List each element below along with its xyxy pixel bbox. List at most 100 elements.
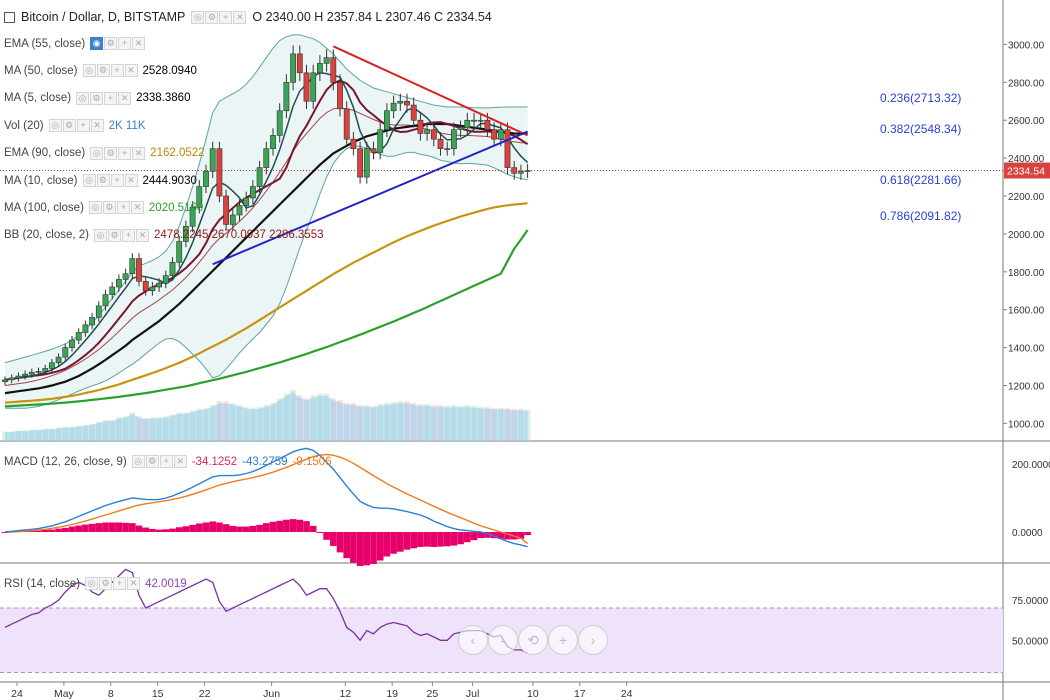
legend-name: EMA (90, close) (4, 147, 86, 160)
candle-body (357, 148, 363, 178)
legend-row[interactable]: Vol (20) ◎ ⚙ + ✕ 2K 11K (4, 119, 146, 133)
y-tick-label: 1800.00 (1008, 268, 1045, 279)
candle-body (55, 356, 62, 364)
candle-body (142, 280, 149, 292)
volume-ma-area (5, 392, 528, 441)
candle-body (337, 82, 343, 110)
legend-controls-icon[interactable]: ◎ ⚙ + ✕ (90, 146, 146, 160)
legend-controls-icon[interactable]: ◉ ⚙ + ✕ (90, 37, 146, 50)
fib-level-label: 0.786(2091.82) (880, 208, 962, 223)
legend-row[interactable]: EMA (90, close) ◎ ⚙ + ✕ 2162.0522 (4, 146, 205, 160)
reset-button[interactable]: ⟲ (518, 625, 548, 655)
rsi-controls-icon[interactable]: ◎ ⚙ + ✕ (85, 577, 141, 590)
candle-body (82, 324, 89, 333)
x-tick-label: Jul (466, 688, 479, 700)
candle-body (404, 100, 410, 106)
scroll-left-button[interactable]: ‹ (458, 625, 488, 655)
candle-body (69, 339, 75, 348)
macd-histogram-bar (256, 524, 263, 532)
trendlines: 2334.54 (0, 45, 1050, 266)
legend-name: MA (10, close) (4, 174, 78, 187)
macd-histogram-bar (276, 520, 283, 532)
macd-histogram-bar (216, 522, 223, 532)
zoom-in-button[interactable]: + (548, 625, 578, 655)
macd-histogram-bar (263, 523, 270, 532)
y-tick-label: 1400.00 (1008, 344, 1045, 355)
macd-tick-label: 0.0000 (1012, 528, 1043, 539)
candle-body (363, 148, 370, 178)
legend-controls-icon[interactable]: ◎ ⚙ + ✕ (48, 119, 104, 133)
macd-histogram-bar (517, 532, 525, 539)
candle-body (444, 148, 451, 150)
candle-body (136, 258, 142, 282)
macd-histogram-bar (470, 532, 478, 541)
legend-controls-icon[interactable]: ◎ ⚙ + ✕ (76, 91, 132, 105)
macd-histogram-bar (129, 523, 136, 532)
bb-lower-line (5, 145, 528, 409)
legend-row[interactable]: EMA (55, close) ◉ ⚙ + ✕ (4, 37, 150, 50)
macd-histogram-bar (296, 519, 304, 532)
rsi-legend[interactable]: RSI (14, close) ◎ ⚙ + ✕ 42.0019 (4, 577, 187, 590)
candle-body (437, 138, 444, 149)
y-tick-label: 2400.00 (1008, 154, 1045, 165)
candle-body (75, 332, 82, 341)
candle-body (209, 148, 216, 172)
macd-histogram-bar (497, 532, 505, 539)
legend-row[interactable]: MA (10, close) ◎ ⚙ + ✕ 2444.9030 (4, 174, 197, 187)
macd-histogram-bar (376, 532, 384, 561)
candle-body (256, 167, 263, 187)
candle-body (62, 347, 69, 358)
macd-histogram-bar (155, 529, 163, 532)
scroll-right-button[interactable]: › (578, 625, 608, 655)
macd-histogram-bar (48, 529, 56, 532)
macd-histogram-bar (202, 522, 210, 532)
macd-histogram-bar (28, 530, 36, 532)
legend-controls-icon[interactable]: ◎ ⚙ + ✕ (88, 201, 144, 215)
macd-histogram-bar (309, 525, 317, 532)
macd-controls-icon[interactable]: ◎ ⚙ + ✕ (131, 455, 187, 468)
legend-row[interactable]: MA (50, close) ◎ ⚙ + ✕ 2528.0940 (4, 64, 197, 78)
x-tick-label: 24 (11, 688, 23, 700)
candle-body (390, 102, 397, 112)
macd-histogram-bar (82, 524, 89, 532)
candle-body (303, 72, 310, 102)
macd-histogram-bar (35, 530, 42, 532)
zoom-out-button[interactable]: - (488, 625, 518, 655)
x-tick-label: 24 (621, 688, 633, 700)
candle-body (189, 207, 196, 227)
legend-row[interactable]: BB (20, close, 2) ◎ ⚙ + ✕ 2478.2245 2670.0937… (4, 228, 324, 242)
legend-controls-icon[interactable]: ◎ ⚙ + ✕ (82, 64, 138, 78)
macd-histogram-bar (102, 522, 109, 532)
legend-controls-icon[interactable]: ◎ ⚙ + ✕ (82, 174, 138, 187)
candle-body (250, 186, 256, 199)
candle-body (497, 129, 504, 140)
chart-title[interactable]: Bitcoin / Dollar, D, BITSTAMP ◎ ⚙ + ✕ O 234… (4, 10, 492, 24)
macd-histogram-bar (55, 528, 62, 532)
collapse-icon[interactable] (4, 11, 15, 23)
macd-histogram-bar (350, 532, 357, 563)
candle-body (89, 316, 95, 326)
legend-value: 2162.0522 (150, 147, 205, 160)
candle-body (22, 373, 28, 377)
title-controls-icon[interactable]: ◎ ⚙ + ✕ (191, 10, 247, 24)
macd-histogram-bar (95, 523, 103, 532)
candle-body (223, 195, 229, 225)
y-tick-label: 2200.00 (1008, 192, 1045, 203)
candle-body (216, 148, 223, 197)
macd-histogram-bar (464, 532, 471, 543)
rsi-tick-label: 50.0000 (1012, 636, 1049, 647)
candle-body (229, 214, 236, 225)
candle-body (484, 119, 491, 130)
macd-legend[interactable]: MACD (12, 26, close, 9) ◎ ⚙ + ✕ -34.1252 -4… (4, 455, 332, 468)
legend-controls-icon[interactable]: ◎ ⚙ + ✕ (94, 228, 150, 242)
rsi-line (4, 568, 528, 654)
macd-histogram-bar (75, 525, 82, 532)
legend-row[interactable]: MA (100, close) ◎ ⚙ + ✕ 2020.5160 (4, 201, 203, 215)
macd-histogram-bar (303, 521, 310, 532)
candle-body (15, 375, 22, 379)
legend-row[interactable]: MA (5, close) ◎ ⚙ + ✕ 2338.3860 (4, 91, 190, 105)
macd-histogram-bar (182, 526, 190, 532)
trendline (212, 130, 528, 266)
